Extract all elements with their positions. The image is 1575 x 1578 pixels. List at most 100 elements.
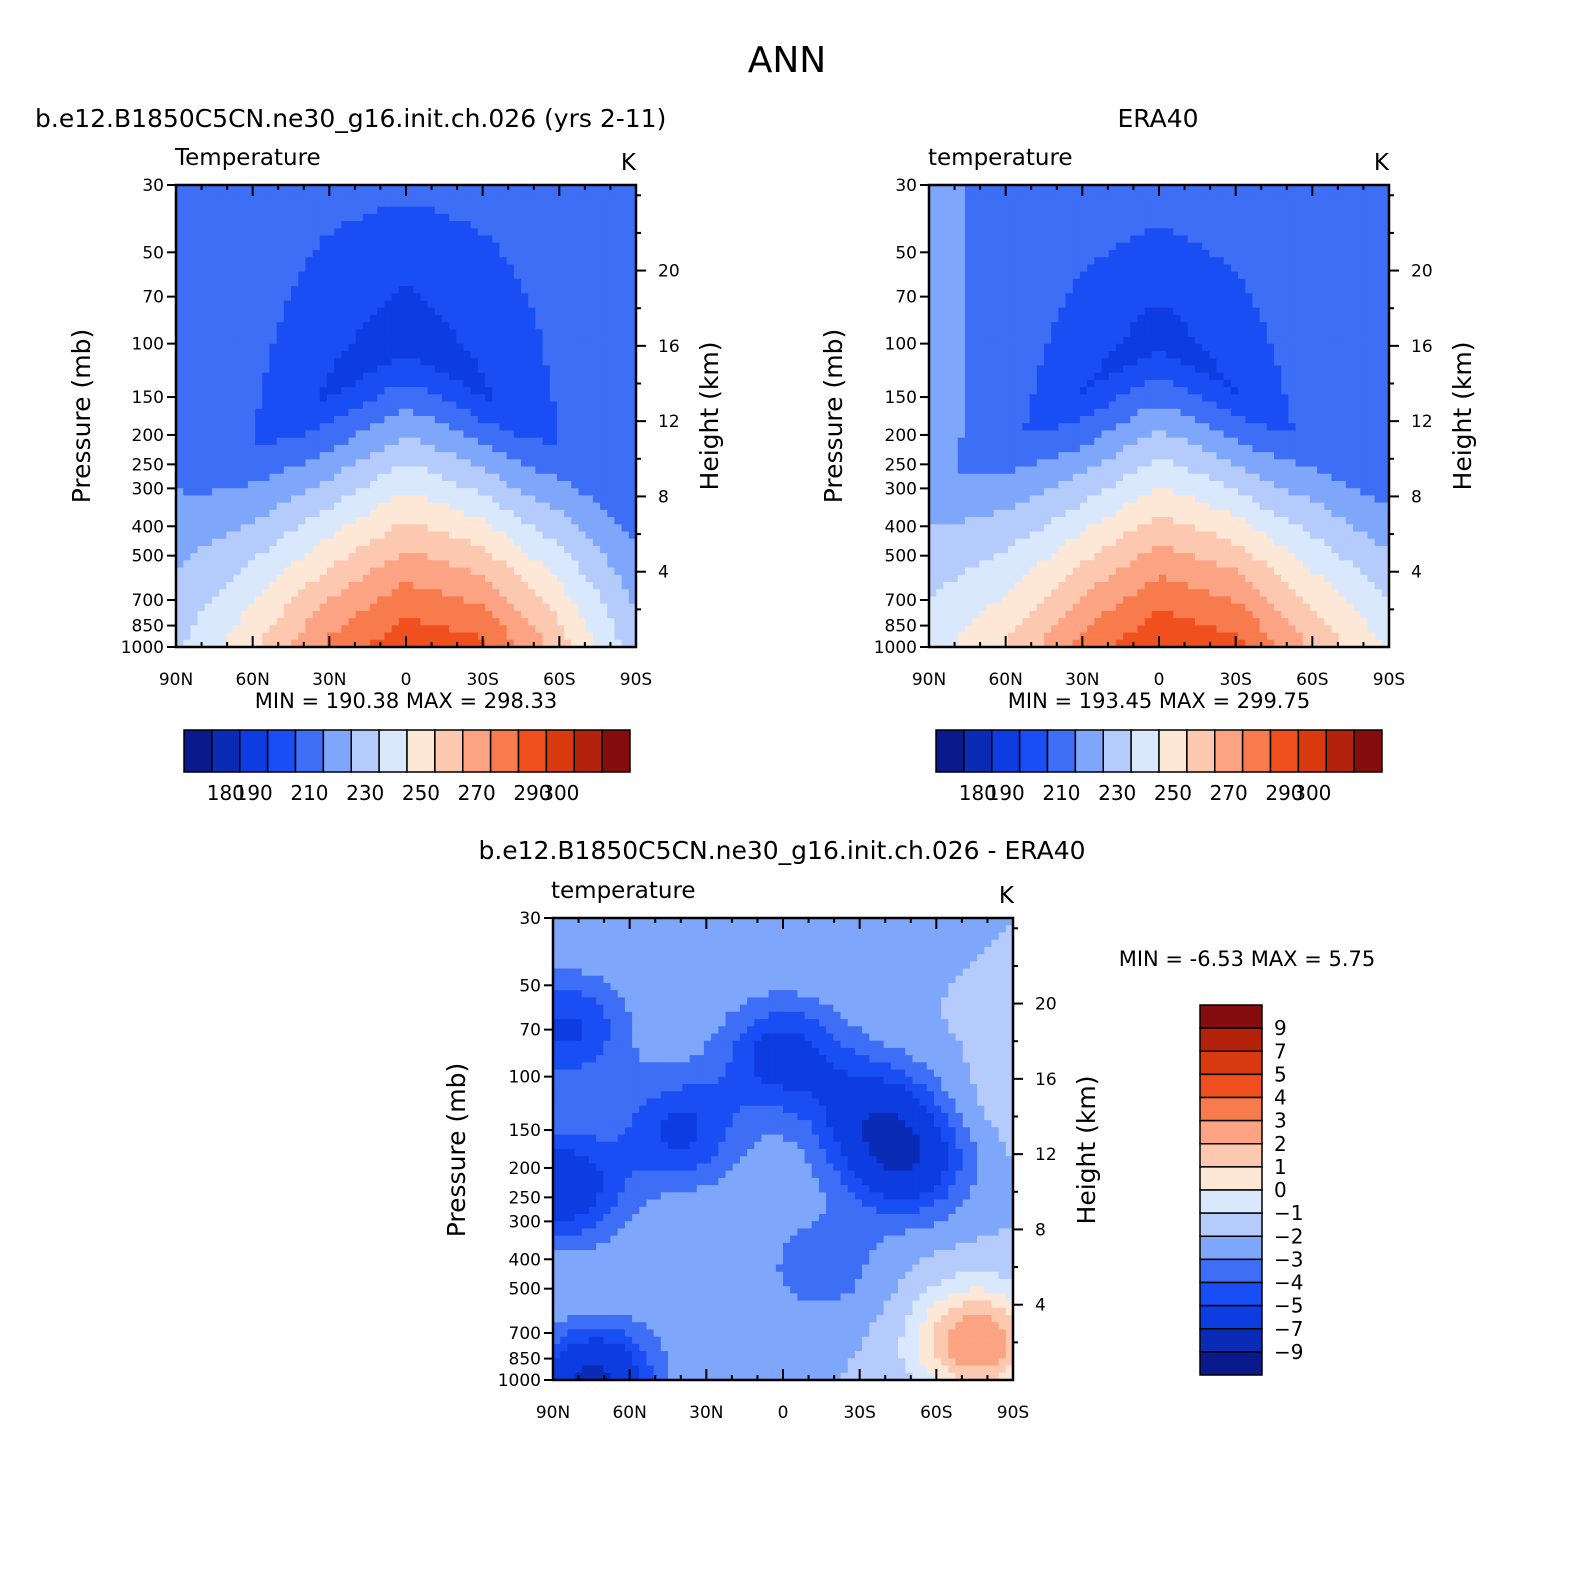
panel-model-field-cell: [211, 459, 220, 468]
panel-model-field-cell: [197, 603, 206, 612]
panel-model-field-cell: [506, 249, 515, 258]
panel-model-field-cell: [211, 372, 220, 381]
panel-model-field-cell: [463, 278, 472, 287]
panel-model-field-cell: [506, 618, 515, 626]
panel-model-field-cell: [628, 278, 636, 287]
panel-era40-field-cell: [1381, 185, 1389, 193]
panel-model-field-cell: [226, 444, 235, 453]
panel-model-field-cell: [600, 249, 608, 258]
panel-model-field-cell: [312, 286, 321, 294]
panel-model-field-cell: [456, 517, 465, 525]
panel-era40-field-cell: [1274, 199, 1282, 208]
panel-model-field-cell: [183, 336, 191, 345]
panel-model-field-cell: [298, 408, 306, 417]
panel-model-field-cell: [219, 545, 227, 554]
panel-model-field-cell: [521, 466, 529, 475]
panel-model-field-cell: [470, 473, 479, 482]
panel-model-field-cell: [420, 365, 429, 374]
panel-model-field-cell: [427, 213, 436, 222]
panel-model-field-cell: [319, 286, 328, 294]
panel-model-field-cell: [362, 372, 371, 381]
panel-era40-field-cell: [1101, 257, 1110, 266]
panel-model-field-cell: [485, 394, 493, 403]
panel-model-field-cell: [463, 531, 472, 540]
panel-model-field-cell: [592, 589, 601, 598]
panel-model-colorbar-swatch: [462, 729, 492, 773]
panel-model-field-cell: [406, 206, 414, 215]
panel-model-field-cell: [600, 235, 608, 244]
panel-model-field-cell: [269, 322, 278, 330]
panel-model-field-cell: [334, 531, 342, 540]
panel-model-field-cell: [219, 365, 227, 374]
panel-model-field-cell: [283, 228, 292, 237]
panel-model-field-cell: [592, 336, 601, 345]
panel-model-field-cell: [413, 567, 421, 576]
panel-model-field-cell: [355, 596, 364, 605]
panel-model-field-cell: [420, 596, 429, 605]
panel-model-field-cell: [413, 278, 421, 287]
panel-model-field-cell: [391, 199, 400, 208]
panel-model-field-cell: [492, 610, 501, 619]
panel-model-field-cell: [183, 372, 191, 381]
panel-model-field-cell: [614, 322, 623, 330]
panel-era40-field-cell: [1051, 206, 1059, 215]
panel-model-field-cell: [528, 553, 536, 561]
panel-model-field-cell: [211, 437, 220, 446]
panel-model-field-cell: [592, 322, 601, 330]
panel-model-field-cell: [362, 416, 371, 424]
panel-model-field-cell: [240, 192, 249, 201]
panel-model-field-cell: [276, 610, 285, 619]
panel-model-field-cell: [427, 264, 436, 273]
panel-model-field-cell: [319, 502, 328, 511]
panel-model-field-cell: [305, 538, 314, 547]
panel-model-field-cell: [341, 416, 350, 424]
panel-model-field-cell: [621, 488, 630, 497]
panel-model-field-cell: [334, 264, 342, 273]
panel-model-field-cell: [441, 221, 450, 229]
panel-model-field-cell: [585, 379, 594, 388]
panel-model-field-cell: [211, 401, 220, 410]
panel-model-field-cell: [219, 235, 227, 244]
panel-model-field-cell: [341, 249, 350, 258]
panel-era40-field-cell: [1202, 206, 1210, 215]
panel-model-field-cell: [571, 632, 580, 641]
panel-model-field-cell: [240, 444, 249, 453]
panel-era40-field-cell: [1029, 206, 1038, 215]
panel-era40-field-cell: [943, 257, 952, 266]
panel-model-field-cell: [176, 423, 184, 432]
panel-model-field-cell: [370, 444, 378, 453]
panel-model-field-cell: [183, 408, 191, 417]
panel-model-field-cell: [600, 574, 608, 583]
panel-model-field-cell: [247, 394, 256, 403]
panel-model-field-cell: [535, 365, 544, 374]
panel-era40-field-cell: [1159, 221, 1167, 229]
panel-model-field-cell: [262, 293, 271, 302]
panel-model-field-cell: [564, 329, 572, 338]
panel-model-field-cell: [370, 538, 378, 547]
panel-model-field-cell: [492, 314, 501, 323]
panel-model-field-cell: [204, 430, 213, 439]
panel-era40-field-cell: [1000, 264, 1009, 273]
panel-model-field-cell: [506, 480, 515, 489]
panel-model-field-cell: [262, 278, 271, 287]
panel-model-field-cell: [578, 524, 587, 533]
panel-model-field-cell: [255, 213, 263, 222]
panel-model-field-cell: [406, 531, 414, 540]
panel-era40-field-cell: [1345, 242, 1354, 251]
panel-model-field-cell: [578, 293, 587, 302]
panel-model-field-cell: [513, 473, 522, 482]
panel-model-field-cell: [398, 444, 407, 453]
panel-model-field-cell: [334, 213, 342, 222]
panel-model-field-cell: [362, 531, 371, 540]
panel-model-field-cell: [348, 444, 357, 453]
panel-model-field-cell: [420, 401, 429, 410]
panel-model-field-cell: [427, 444, 436, 453]
panel-model-field-cell: [319, 365, 328, 374]
panel-model-field-cell: [513, 329, 522, 338]
panel-model-field-cell: [197, 278, 206, 287]
panel-model-field-cell: [233, 632, 242, 641]
panel-model-field-cell: [513, 444, 522, 453]
panel-model-field-cell: [485, 524, 493, 533]
panel-model-field-cell: [384, 466, 393, 475]
panel-model-field-cell: [521, 603, 529, 612]
